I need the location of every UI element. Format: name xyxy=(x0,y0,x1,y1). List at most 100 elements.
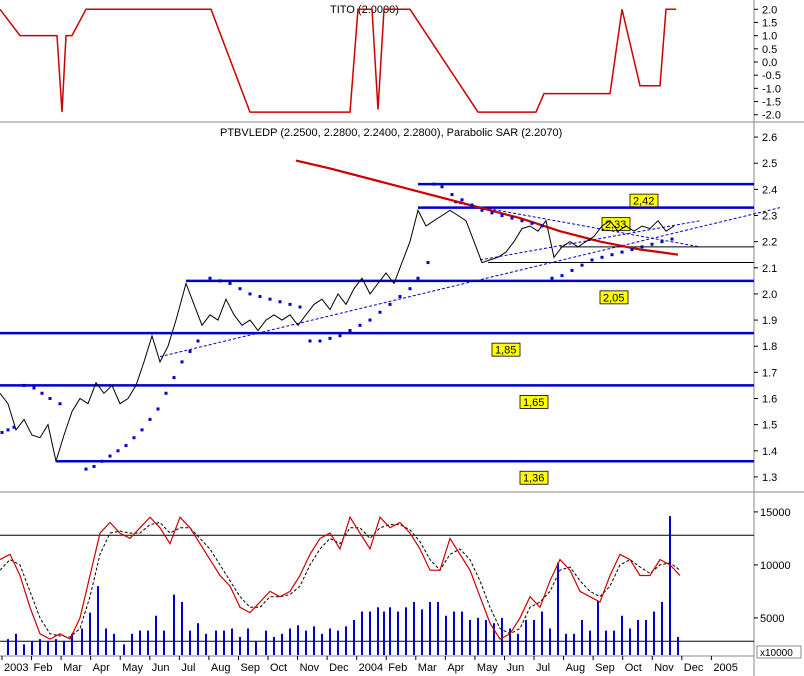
x-tick-label: May xyxy=(477,662,498,674)
tito-ytick-label: 0.5 xyxy=(762,44,777,56)
price-ytick-label: 2.4 xyxy=(762,184,777,196)
oscillator-k-line xyxy=(0,515,681,640)
x-tick-label: Apr xyxy=(93,662,110,674)
volume-ytick-label: 15000 xyxy=(760,507,791,519)
sar-dot xyxy=(480,208,484,212)
x-tick-label: Jun xyxy=(152,662,170,674)
sar-dot xyxy=(140,428,144,432)
moving-average-line xyxy=(295,159,679,256)
sar-dot xyxy=(580,263,584,267)
sar-dot xyxy=(660,240,664,244)
price-line xyxy=(0,208,675,464)
sar-dot xyxy=(196,339,200,343)
sar-dot xyxy=(590,258,594,262)
sar-dot xyxy=(550,276,554,280)
sar-dot xyxy=(40,391,44,395)
sar-dot xyxy=(32,386,36,390)
sar-dot xyxy=(108,454,112,458)
x-tick-label: 2005 xyxy=(713,662,737,674)
price-ytick-label: 1.9 xyxy=(762,315,777,327)
price-ytick-label: 1.4 xyxy=(762,446,777,458)
x-tick-label: Dec xyxy=(329,662,349,674)
price-ytick-label: 2.1 xyxy=(762,263,777,275)
sar-dot xyxy=(258,295,262,299)
level-label: 1,36 xyxy=(523,473,544,485)
x-tick-label: Sep xyxy=(240,662,260,674)
sar-dot xyxy=(620,250,624,254)
sar-dot xyxy=(156,407,160,411)
x-tick-label: May xyxy=(122,662,143,674)
sar-dot xyxy=(92,464,96,468)
sar-dot xyxy=(278,300,282,304)
price-ytick-label: 1.8 xyxy=(762,341,777,353)
sar-dot xyxy=(560,274,564,278)
x-tick-label: Mar xyxy=(63,662,82,674)
level-label-box xyxy=(519,395,549,409)
price-ytick-label: 2.6 xyxy=(762,132,777,144)
sar-dot xyxy=(520,219,524,223)
sar-dot xyxy=(338,334,342,338)
volume-pane: 15000 10000 5000 xyxy=(0,507,791,655)
sar-dot xyxy=(188,349,192,353)
sar-dot xyxy=(650,242,654,246)
sar-dot xyxy=(132,436,136,440)
x-tick-label: Aug xyxy=(211,662,231,674)
sar-dot xyxy=(180,360,184,364)
sar-dot xyxy=(116,449,120,453)
sar-dot xyxy=(570,268,574,272)
sar-dot xyxy=(12,425,16,429)
tito-ytick-label: 2.0 xyxy=(762,4,777,16)
sar-dot xyxy=(328,336,332,340)
sar-dot xyxy=(248,292,252,296)
sar-dot xyxy=(378,310,382,314)
x-tick-label: 2003 xyxy=(4,662,28,674)
x-tick-label: Feb xyxy=(388,662,407,674)
x-tick-label: Jul xyxy=(536,662,550,674)
sar-dot xyxy=(610,253,614,257)
level-label-box xyxy=(491,342,521,357)
tito-ytick-label: 1.0 xyxy=(762,31,777,43)
level-label: 2,05 xyxy=(603,292,624,304)
tito-ytick-label: 1.5 xyxy=(762,17,777,29)
sar-dot xyxy=(164,391,168,395)
sar-dot xyxy=(490,211,494,215)
sar-dot xyxy=(450,193,454,197)
sar-dot xyxy=(172,376,176,380)
trend-line xyxy=(453,201,701,248)
sar-dot xyxy=(432,182,436,186)
unit-box xyxy=(756,645,802,659)
sar-dot xyxy=(388,302,392,306)
sar-dot xyxy=(318,339,322,343)
x-tick-label: 2004 xyxy=(359,662,383,674)
sar-dot xyxy=(148,417,152,421)
trend-line xyxy=(159,207,781,358)
sar-dot xyxy=(58,402,62,406)
x-tick-label: Apr xyxy=(447,662,464,674)
sar-dot xyxy=(416,276,420,280)
level-label: 1,85 xyxy=(495,345,516,357)
tito-ytick-label: -1.0 xyxy=(762,83,781,95)
x-tick-label: Sep xyxy=(595,662,615,674)
x-tick-label: Dec xyxy=(684,662,704,674)
sar-dot xyxy=(640,245,644,249)
sar-dot xyxy=(288,302,292,306)
sar-dot xyxy=(460,198,464,202)
sar-dot xyxy=(84,467,88,471)
sar-dot xyxy=(426,261,430,265)
tito-pane: 2.01.5 1.00.50.0-0.5-1.0 -1.5-2.0 xyxy=(0,4,781,122)
x-tick-label: Feb xyxy=(34,662,53,674)
price-ytick-label: 1.6 xyxy=(762,394,777,406)
level-label-box xyxy=(599,290,629,305)
sar-dot xyxy=(540,224,544,228)
volume-ytick-label: 5000 xyxy=(760,613,784,625)
price-ytick-label: 2.3 xyxy=(762,211,777,223)
volume-ytick-label: 10000 xyxy=(760,560,791,572)
price-title: PTBVLEDP (2.2500, 2.2800, 2.2400, 2.2800… xyxy=(220,127,562,139)
price-ytick-label: 2.5 xyxy=(762,158,777,170)
tito-ytick-label: -2.0 xyxy=(762,110,781,122)
sar-dot xyxy=(0,430,4,434)
x-tick-label: Aug xyxy=(566,662,586,674)
price-pane: 2.6 2.5 2.4 2.3 2.2 2.1 2.0 1.9 1.8 1.7 1.6 1.5 1.4 1… xyxy=(0,132,781,485)
sar-dot xyxy=(238,287,242,291)
